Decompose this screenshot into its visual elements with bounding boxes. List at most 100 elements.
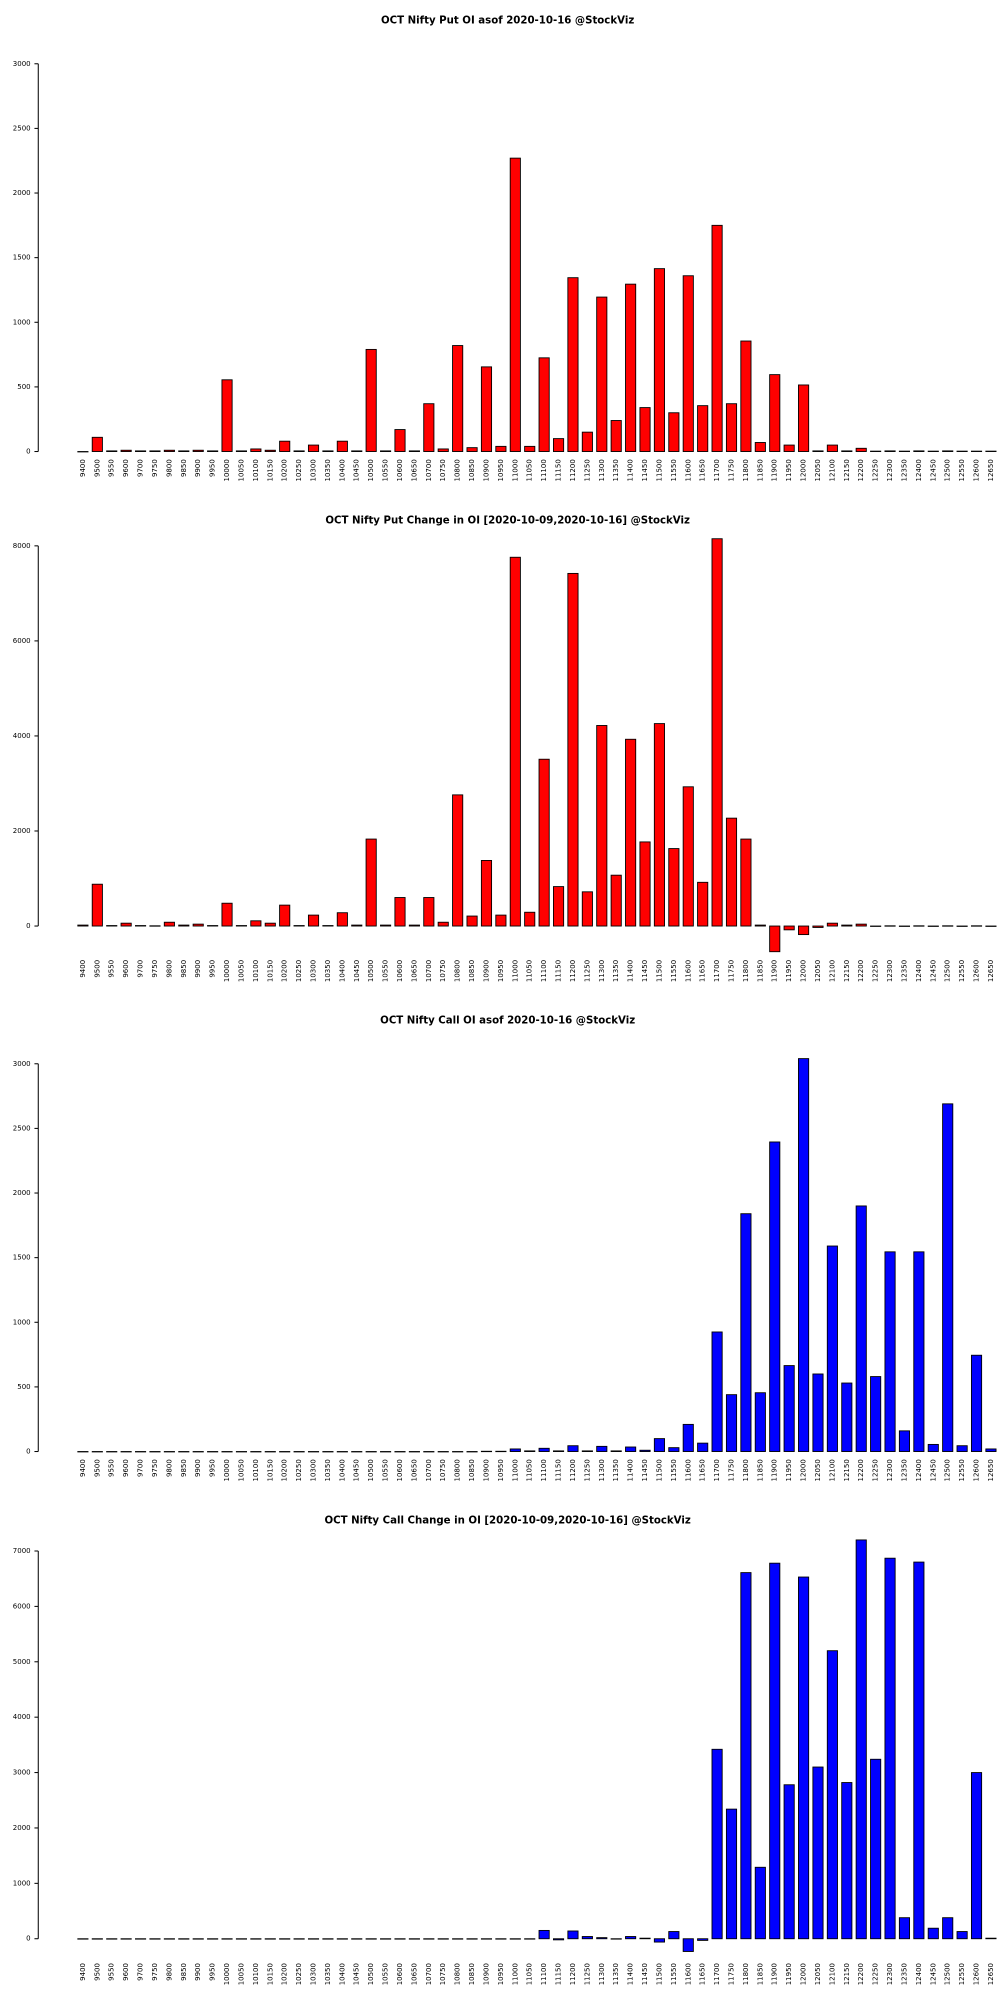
bar (552, 1450, 565, 1452)
y-tick-label: 8000 (13, 541, 31, 550)
x-tick-label: 10950 (496, 1963, 505, 1985)
x-tick-label: 10050 (236, 1963, 245, 1985)
x-tick-label: 10000 (222, 1963, 231, 1985)
bar (567, 1445, 579, 1452)
x-tick-label: 12300 (885, 1459, 894, 1481)
bar (365, 838, 377, 927)
x-tick-label: 11200 (568, 960, 577, 982)
bar (538, 758, 550, 927)
bar (783, 444, 795, 452)
x-tick-label: 11600 (683, 960, 692, 982)
y-tick-label: 1000 (13, 1878, 31, 1887)
y-tick-label: 3000 (13, 59, 31, 68)
bar (697, 1442, 709, 1452)
bar (264, 449, 276, 452)
x-tick-label: 12400 (914, 459, 923, 481)
bar (581, 891, 593, 927)
x-tick-label: 9550 (107, 1459, 116, 1477)
bar (956, 1445, 968, 1452)
x-tick-label: 11750 (727, 1459, 736, 1481)
x-tick-label: 11950 (784, 459, 793, 481)
bar (221, 902, 233, 927)
x-tick-label: 10000 (222, 1459, 231, 1481)
bar (812, 450, 824, 452)
y-tick-label: 2500 (13, 1123, 31, 1132)
x-tick-label: 12250 (871, 960, 880, 982)
x-tick-label: 12650 (986, 960, 995, 982)
bar (538, 357, 550, 452)
bar (178, 924, 190, 927)
x-tick-label: 12000 (799, 1963, 808, 1985)
bar (336, 912, 348, 927)
bar (711, 224, 723, 452)
bar (567, 572, 579, 927)
bar (927, 1443, 939, 1452)
bar (120, 922, 132, 927)
x-tick-label: 12000 (799, 459, 808, 481)
x-tick-label: 10300 (309, 1963, 318, 1985)
x-tick-label: 9750 (150, 1459, 159, 1477)
bar (596, 296, 608, 452)
x-tick-label: 11000 (510, 960, 519, 982)
x-tick-label: 12150 (842, 1963, 851, 1985)
x-tick-label: 11550 (669, 960, 678, 982)
bar (870, 1758, 882, 1940)
bar (697, 1938, 709, 1941)
x-tick-label: 10700 (424, 960, 433, 982)
x-tick-label: 11700 (712, 960, 721, 982)
bar (913, 1251, 925, 1452)
bar (942, 450, 954, 452)
y-tick-label: 2000 (13, 826, 31, 835)
x-tick-label: 10350 (323, 960, 332, 982)
y-tick-label: 7000 (13, 1546, 31, 1555)
x-tick-label: 11000 (510, 459, 519, 481)
y-tick-label: 3000 (13, 1768, 31, 1777)
bar (682, 786, 694, 927)
x-tick-label: 10200 (280, 459, 289, 481)
x-tick-label: 10400 (337, 1459, 346, 1481)
x-tick-label: 12300 (885, 459, 894, 481)
bar (408, 924, 420, 927)
y-tick-label: 4000 (13, 1712, 31, 1721)
x-tick-label: 10450 (352, 1459, 361, 1481)
y-tick-label: 2000 (13, 188, 31, 197)
bar (798, 1576, 810, 1940)
x-tick-label: 11600 (683, 1459, 692, 1481)
bar (91, 883, 103, 927)
x-tick-label: 11600 (683, 459, 692, 481)
x-tick-label: 11600 (683, 1963, 692, 1985)
panel: OCT Nifty Call OI asof 2020-10-16 @Stock… (13, 1015, 997, 1481)
x-tick-label: 9600 (121, 1459, 130, 1477)
bar (668, 1931, 680, 1940)
x-tick-label: 12500 (943, 1459, 952, 1481)
bar (466, 447, 478, 452)
x-tick-label: 12450 (928, 1459, 937, 1481)
y-tick-label: 5000 (13, 1657, 31, 1666)
bar (135, 450, 147, 452)
bar (725, 817, 738, 927)
bar (279, 904, 291, 927)
x-tick-label: 11450 (640, 459, 649, 481)
x-tick-label: 10100 (251, 1963, 260, 1985)
x-tick-label: 10700 (424, 1963, 433, 1985)
x-tick-label: 11000 (510, 1459, 519, 1481)
x-tick-label: 11950 (784, 1459, 793, 1481)
x-tick-label: 10750 (438, 1963, 447, 1985)
bar (610, 874, 622, 927)
x-tick-label: 10850 (467, 1459, 476, 1481)
x-tick-label: 12150 (842, 960, 851, 982)
x-tick-label: 9700 (136, 459, 145, 477)
x-tick-label: 11650 (698, 1459, 707, 1481)
x-tick-label: 11450 (640, 960, 649, 982)
bar (365, 348, 377, 452)
x-tick-label: 10500 (366, 960, 375, 982)
bar (740, 838, 752, 927)
bar (855, 1205, 867, 1452)
bar (408, 450, 420, 452)
x-tick-label: 10850 (467, 1963, 476, 1985)
x-tick-label: 11450 (640, 1459, 649, 1481)
y-tick-label: 3000 (13, 1059, 31, 1068)
bar (783, 1784, 795, 1940)
bar (509, 1448, 521, 1452)
x-tick-label: 10800 (453, 960, 462, 982)
